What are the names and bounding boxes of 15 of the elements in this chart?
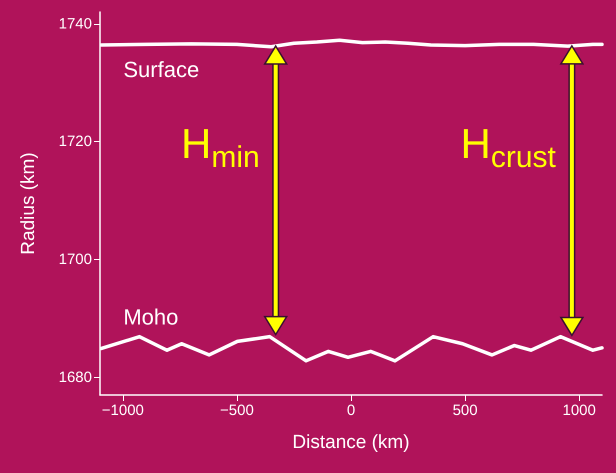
x-axis-title: Distance (km) [292, 432, 410, 453]
x-tick-label: 1000 [562, 402, 596, 419]
y-tick-label: 1700 [58, 250, 92, 268]
series-label: Moho [123, 304, 178, 330]
annotation: H$_{min}$ [181, 120, 260, 174]
x-tick-label: 0 [346, 402, 356, 419]
annotation: H$_{crust}$ [460, 120, 557, 174]
x-tick-label: 500 [452, 402, 478, 419]
y-tick-label: 1680 [58, 368, 92, 386]
x-tick-label: −1000 [102, 402, 144, 419]
y-tick-label: 1720 [58, 133, 92, 150]
x-tick-label: −500 [220, 402, 254, 419]
series-label: Surface [123, 56, 200, 82]
y-tick-label: 1740 [58, 15, 92, 32]
y-axis-title: Radius (km) [18, 152, 39, 255]
